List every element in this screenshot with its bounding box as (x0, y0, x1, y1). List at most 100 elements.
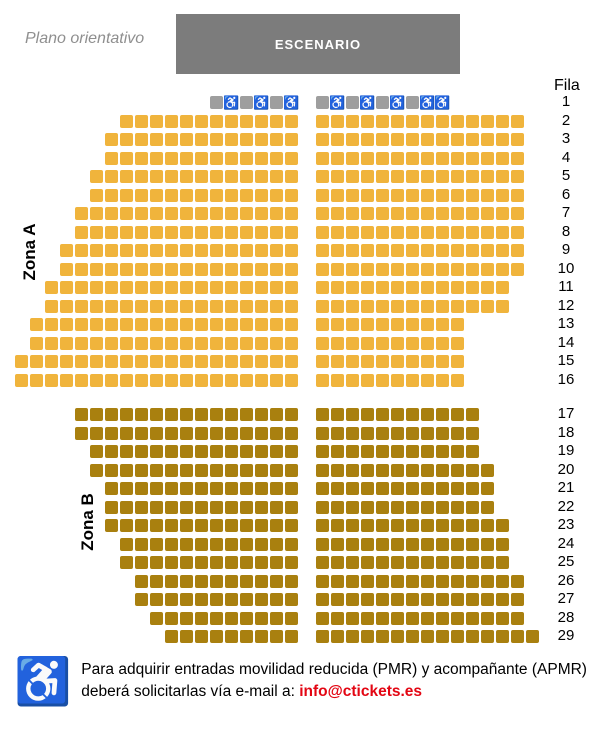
row-number: 18 (557, 423, 575, 441)
seat-row-3: 3 (0, 131, 606, 150)
wheelchair-seat-icon: ♿ (419, 95, 436, 110)
seat (105, 170, 118, 183)
seat-row-28: 28 (0, 609, 606, 629)
seat-block-left (90, 170, 298, 183)
seat (361, 519, 374, 532)
seat (75, 318, 88, 331)
pmr-block (210, 96, 223, 109)
seat (180, 593, 193, 606)
seat (451, 574, 464, 588)
seat (346, 355, 359, 368)
seat (436, 482, 449, 495)
seat-block-right (316, 281, 509, 294)
seat (421, 188, 434, 202)
seat (210, 299, 223, 313)
seat (466, 556, 479, 569)
seat (466, 445, 479, 458)
seat (511, 574, 524, 588)
seat (225, 556, 238, 569)
seat-block-left (105, 482, 298, 495)
seat (165, 574, 178, 588)
seat-row-7: 7 (0, 205, 606, 224)
seat-block-left (90, 463, 298, 477)
seat (331, 207, 344, 220)
seat (105, 482, 118, 495)
seat (240, 151, 253, 165)
seat (316, 445, 329, 458)
seat (406, 299, 419, 313)
seat (195, 426, 208, 440)
seat (90, 170, 103, 183)
seat (165, 299, 178, 313)
seat (105, 262, 118, 276)
seat (195, 299, 208, 313)
seat (180, 482, 193, 495)
seat (135, 537, 148, 551)
seat (270, 556, 283, 569)
seat (481, 574, 494, 588)
seat (346, 556, 359, 569)
seat (270, 188, 283, 202)
seat (466, 281, 479, 294)
seat (466, 408, 479, 421)
seat (165, 426, 178, 440)
seat (105, 426, 118, 440)
seat (346, 537, 359, 551)
seat (511, 593, 524, 606)
seat (361, 336, 374, 350)
seat (120, 463, 133, 477)
contact-email-link[interactable]: info@ctickets.es (299, 683, 423, 700)
seat-block-right (316, 133, 524, 146)
seat (285, 463, 298, 477)
seat (346, 445, 359, 458)
seat-block-left (60, 244, 298, 257)
seat (285, 244, 298, 257)
seat (45, 355, 58, 368)
footer: ♿ Para adquirir entradas movilidad reduc… (14, 658, 599, 704)
seat (391, 445, 404, 458)
seat (496, 188, 509, 202)
seat (30, 355, 43, 368)
seat (376, 281, 389, 294)
seat (481, 281, 494, 294)
wheelchair-seat-icon: ♿ (359, 95, 376, 110)
seat (225, 225, 238, 239)
seat (466, 225, 479, 239)
seat (210, 151, 223, 165)
seat (421, 482, 434, 495)
zone-b-label: Zona B (78, 493, 97, 551)
seat (466, 463, 479, 477)
seat (195, 593, 208, 606)
seat (120, 519, 133, 532)
seat (361, 537, 374, 551)
seat-row-14: 14 (0, 334, 606, 354)
seat (496, 170, 509, 183)
seat (150, 281, 163, 294)
seat-block-right (316, 299, 509, 313)
row-number: 12 (557, 296, 575, 314)
seat (105, 355, 118, 368)
seat (195, 373, 208, 387)
seat (361, 482, 374, 495)
seat (240, 207, 253, 220)
seat (436, 426, 449, 440)
seat (195, 408, 208, 421)
seat (60, 355, 73, 368)
seat-block-right (316, 482, 494, 495)
seat (376, 207, 389, 220)
seat-block-right (316, 355, 464, 368)
seat (285, 611, 298, 625)
seat (391, 170, 404, 183)
seat (511, 225, 524, 239)
seat (376, 225, 389, 239)
seat (180, 611, 193, 625)
seat-row-25: 25 (0, 554, 606, 573)
seat (421, 133, 434, 146)
seat (391, 593, 404, 606)
seat (120, 114, 133, 128)
seat (255, 500, 268, 514)
seat (331, 611, 344, 625)
seat-row-20: 20 (0, 461, 606, 481)
seat (210, 262, 223, 276)
seat (285, 170, 298, 183)
